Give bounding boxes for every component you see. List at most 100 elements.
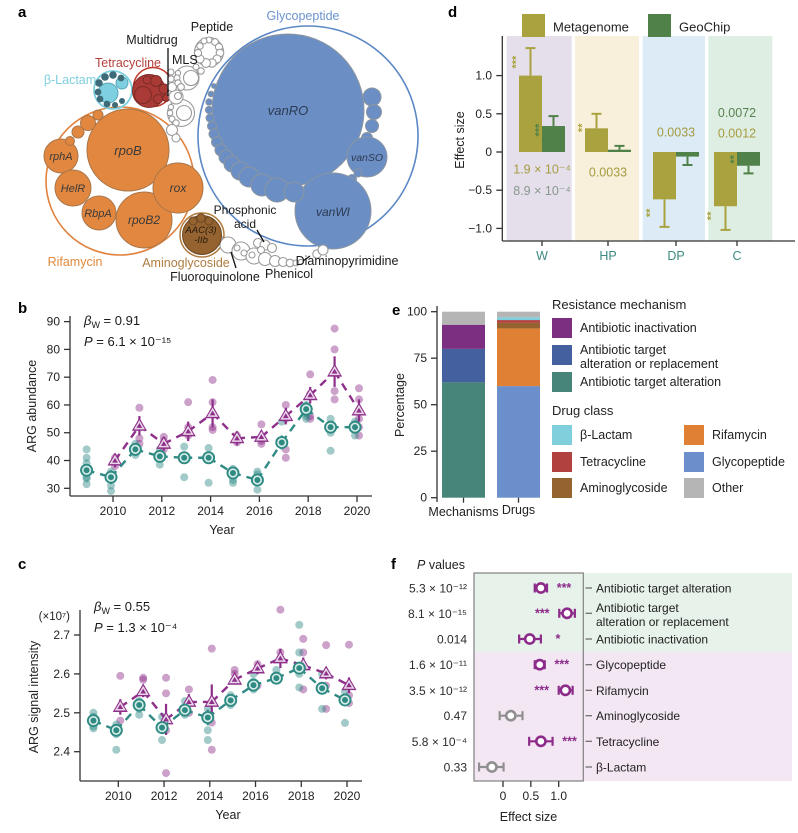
bubble <box>165 123 179 137</box>
mean-connector <box>210 678 236 703</box>
scatter-point <box>184 398 193 407</box>
legend-label: Tetracycline <box>580 455 646 469</box>
mean-circle-inner <box>88 715 99 726</box>
p-value: 0.47 <box>444 709 468 723</box>
bubble <box>362 87 382 107</box>
row-label: Antibiotic target <box>596 601 679 615</box>
bubble <box>283 181 305 203</box>
x-tick-label: 2016 <box>246 504 273 518</box>
p-value: = 6.1 × 10⁻¹⁵ <box>92 334 172 350</box>
mean-triangle-inner <box>343 679 355 689</box>
p-value-label: 1.9 × 10⁻⁴ <box>513 162 571 176</box>
panel-letter-e: e <box>392 302 401 319</box>
y-tick-label: −1.0 <box>468 221 492 235</box>
bubble <box>266 242 278 254</box>
significance-stars: * <box>555 632 560 646</box>
panel-f-forest-plot: 0 0.5 1.0 Effect size 5.3 × 10⁻¹² *** Antibiot… <box>408 572 792 824</box>
bubble-label: MLS <box>172 53 198 67</box>
panel-d-bar-chart: 1.0 0.5 0 −0.5 −1.0 Effect size Metagenome GeoC… <box>453 14 795 263</box>
y-tick-label: 2.4 <box>53 745 70 759</box>
x-category-label: DP <box>667 249 684 263</box>
bubble <box>204 216 214 226</box>
stack-segment <box>442 311 485 325</box>
bubble <box>197 25 419 247</box>
y-axis-title: Percentage <box>393 373 407 437</box>
scatter-point <box>107 487 115 496</box>
x-tick-label: 2016 <box>242 789 269 803</box>
bubble-label: AAC(3) <box>184 225 216 236</box>
bubble-label: vanSO <box>351 152 383 164</box>
panel-a-bubble-chart: Glycopeptide Peptide Multidrug MLS Tetracycl… <box>43 9 419 284</box>
p-values-title-rest: values <box>425 558 465 572</box>
mean-triangle-inner <box>274 652 286 662</box>
mean-circle-inner <box>204 453 214 463</box>
mean-connector <box>260 415 287 438</box>
bubble <box>65 136 75 146</box>
p-value: 5.3 × 10⁻¹² <box>409 582 467 596</box>
bubble <box>71 125 85 139</box>
legend-label: Aminoglycoside <box>580 481 668 495</box>
bubble <box>95 79 103 87</box>
bubble <box>167 103 175 111</box>
y-tick-label: 0.5 <box>475 107 492 121</box>
mean-connector <box>280 408 308 444</box>
bubble <box>142 75 152 85</box>
mean-connector <box>114 425 141 462</box>
scatter-point <box>341 718 349 727</box>
bubble <box>153 94 163 104</box>
x-tick-label: 2020 <box>344 504 371 518</box>
mean-triangle-inner <box>207 407 219 417</box>
row-label: Antibiotic inactivation <box>596 633 708 647</box>
legend-swatch <box>684 452 704 472</box>
y-tick-label: 40 <box>47 454 61 468</box>
p-value: 0.33 <box>444 761 468 775</box>
bubble <box>196 213 206 223</box>
scatter-point <box>330 387 339 396</box>
mean-circle-inner <box>294 663 304 673</box>
panel-letter-b: b <box>18 300 28 317</box>
scatter-point <box>299 648 308 657</box>
beta-value: = 0.91 <box>99 313 141 328</box>
bubble <box>204 105 214 115</box>
row-label: Rifamycin <box>596 684 649 698</box>
x-tick-label: 2014 <box>197 504 224 518</box>
bar <box>676 152 699 157</box>
legend-swatch <box>552 372 572 392</box>
p-value: 0.014 <box>437 633 467 647</box>
x-category-label: Drugs <box>502 503 535 517</box>
significance-stars: *** <box>511 55 523 69</box>
bubble <box>205 113 215 123</box>
y-tick-label: 75 <box>414 351 428 365</box>
scatter-point <box>107 481 115 490</box>
beta-symbol: β <box>84 313 92 328</box>
x-tick-label: 2010 <box>105 789 132 803</box>
p-value: 8.1 × 10⁻¹⁵ <box>408 607 467 621</box>
p-value-label: 0.0012 <box>718 126 756 140</box>
estimate-marker <box>534 582 547 594</box>
x-tick-label: 2020 <box>334 789 361 803</box>
beta-subscript: W <box>101 606 110 616</box>
scatter-point <box>162 673 171 682</box>
bubble-label: rpoB2 <box>128 213 160 227</box>
y-tick-label: 100 <box>407 305 427 319</box>
scatter-point <box>82 453 91 462</box>
bubble <box>54 169 92 207</box>
x-tick-label: 0 <box>500 789 507 803</box>
p-value-label: 0.0033 <box>657 126 695 140</box>
mean-circle-inner <box>179 453 189 463</box>
mean-connector <box>256 441 283 481</box>
row-label: Antibiotic target alteration <box>596 582 731 596</box>
bubble <box>112 102 118 108</box>
bubble <box>119 98 125 104</box>
mean-circle-inner <box>226 695 236 705</box>
bubble-label: -IIb <box>194 235 208 246</box>
panel-c-scatter-chart: 2.4 2.5 2.6 2.7 2010 2012 2014 2016 2018 2020 Year… <box>27 605 362 822</box>
bubble-label: Tetracycline <box>95 56 161 70</box>
scatter-point <box>281 400 290 409</box>
bubble <box>167 75 175 83</box>
legend-swatch <box>552 478 572 498</box>
mean-triangle-inner <box>133 420 145 430</box>
bubble <box>297 258 305 266</box>
legend-label-line2: alteration or replacement <box>580 357 719 371</box>
scatter-point <box>302 414 311 423</box>
